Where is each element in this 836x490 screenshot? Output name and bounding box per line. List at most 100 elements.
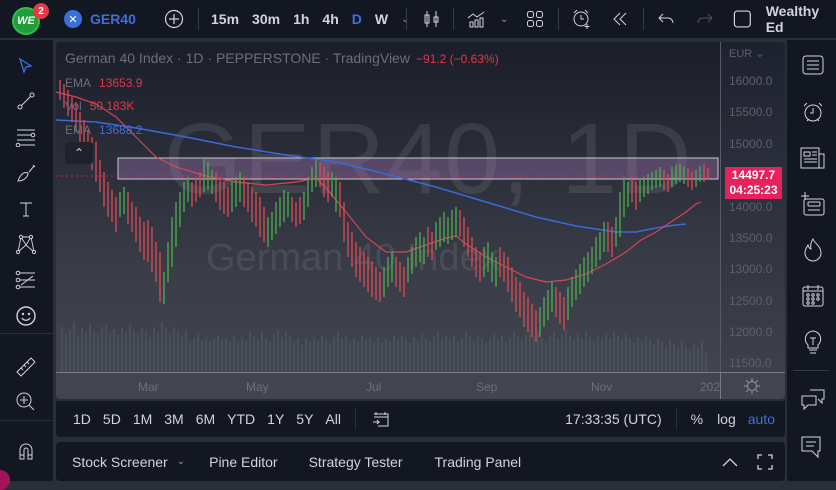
tab-stock-screener[interactable]: Stock Screener: [72, 453, 168, 470]
trend-line-icon[interactable]: [12, 87, 40, 115]
chart-settings-button[interactable]: [743, 377, 761, 395]
range-1d[interactable]: 1D: [73, 411, 91, 427]
add-symbol-button[interactable]: [164, 0, 184, 38]
undo-button[interactable]: [657, 0, 675, 38]
zoom-in-icon[interactable]: [12, 388, 40, 416]
tab-pine-editor[interactable]: Pine Editor: [209, 453, 278, 470]
pattern-icon[interactable]: [12, 230, 40, 258]
candles: [59, 80, 709, 342]
price-label: 15500.0: [729, 105, 773, 119]
timeframe-1h[interactable]: 1h: [293, 11, 310, 27]
range-3m[interactable]: 3M: [164, 411, 184, 427]
alert-button[interactable]: [571, 0, 593, 38]
text-icon[interactable]: [12, 195, 40, 223]
chart-title: German 40 Index · 1D · PEPPERSTONE · Tra…: [65, 50, 410, 66]
volume-bars: [61, 322, 707, 372]
clock[interactable]: 17:33:35 (UTC): [565, 411, 662, 427]
candles-icon: [424, 11, 439, 27]
chart-plot[interactable]: GER40, 1D German 40 Index: [56, 42, 720, 372]
range-all[interactable]: All: [325, 411, 341, 427]
range-1y[interactable]: 1Y: [267, 411, 285, 427]
maximize-panel-button[interactable]: [757, 453, 773, 470]
price-label: 13000.0: [729, 262, 773, 276]
add-list-icon[interactable]: [799, 190, 827, 218]
last-price: 14497.7: [731, 168, 776, 182]
ruler-icon[interactable]: [12, 353, 40, 381]
widget-toolbar: [787, 40, 836, 481]
alarm-plus-icon: [573, 9, 590, 29]
timeframe-15m[interactable]: 15m: [211, 11, 240, 27]
indicators-button[interactable]: ⌄: [466, 0, 508, 38]
chevron-up-icon: [722, 457, 738, 466]
chats-icon[interactable]: [799, 385, 827, 413]
redo-button[interactable]: [696, 0, 714, 38]
bar-countdown: 04:25:23: [729, 183, 778, 197]
timeframe-30m[interactable]: 30m: [252, 11, 281, 27]
collapse-legend-button[interactable]: ⌃: [65, 142, 93, 164]
alarm-icon[interactable]: [799, 98, 827, 126]
layout-name: Wealthy Ed: [765, 3, 820, 35]
ideas-icon[interactable]: [799, 328, 827, 356]
auto-toggle[interactable]: auto: [747, 411, 775, 427]
range-5d[interactable]: 5D: [102, 411, 121, 427]
log-toggle[interactable]: log: [717, 411, 736, 427]
timeframe-4h[interactable]: 4h: [322, 11, 339, 27]
prediction-icon[interactable]: [12, 266, 40, 294]
time-label: May: [246, 380, 269, 394]
chart-legend: German 40 Index · 1D · PEPPERSTONE · Tra…: [65, 50, 499, 66]
hotlist-icon[interactable]: [799, 236, 827, 264]
resistance-zone: [117, 157, 719, 180]
range-6m[interactable]: 6M: [195, 411, 216, 427]
fib-icon[interactable]: [12, 123, 40, 151]
timeframe-group: 15m 30m 1h 4h D W ⌄: [211, 0, 409, 38]
price-scale[interactable]: EUR ⌄ 16000.0 15500.0 15000.0 14000.0 13…: [720, 42, 785, 372]
watchlist-icon[interactable]: [799, 51, 827, 79]
chart-type-button[interactable]: [422, 0, 442, 38]
plus-circle-icon: [164, 9, 184, 29]
undo-icon: [658, 13, 674, 24]
layout-save-button[interactable]: Wealthy Ed: [733, 0, 836, 38]
news-icon[interactable]: [799, 144, 827, 172]
range-5y[interactable]: 5Y: [296, 411, 314, 427]
time-scale[interactable]: Mar May Jul Sep Nov 202: [56, 372, 785, 399]
price-label: 12000.0: [729, 325, 773, 339]
notification-badge: 2: [33, 3, 49, 19]
cursor-icon[interactable]: [12, 52, 40, 80]
time-label: Nov: [591, 380, 613, 394]
indicator-ema-blue[interactable]: EMA 13688.2: [65, 123, 143, 137]
emoji-icon[interactable]: [12, 302, 40, 330]
top-toolbar: WE 2 ✕ GER40 15m 30m 1h 4h D W ⌄ ⌄: [0, 0, 836, 38]
range-ytd[interactable]: YTD: [227, 411, 256, 427]
chart-area[interactable]: GER40, 1D German 40 Index: [56, 42, 785, 399]
time-label: Jul: [366, 380, 382, 394]
redo-icon: [697, 13, 713, 24]
symbol-search[interactable]: ✕ GER40: [64, 10, 136, 28]
drawing-toolbar: [0, 40, 53, 490]
tab-trading-panel[interactable]: Trading Panel: [434, 453, 522, 470]
layout-button[interactable]: [526, 0, 544, 38]
x-icon: ✕: [64, 10, 82, 28]
name-watermark: German 40 Index: [206, 237, 500, 279]
percent-toggle[interactable]: %: [690, 411, 704, 427]
calendar-icon[interactable]: [799, 282, 827, 310]
chevron-down-icon[interactable]: ⌄: [500, 13, 509, 25]
timeframe-d[interactable]: D: [351, 11, 362, 27]
price-label: 13500.0: [729, 231, 773, 245]
chevron-down-icon[interactable]: ⌄: [176, 456, 186, 467]
timeframe-w[interactable]: W: [374, 11, 389, 27]
comment-icon[interactable]: [799, 433, 827, 461]
collapse-panel-button[interactable]: [721, 456, 739, 468]
currency-selector[interactable]: EUR ⌄: [729, 48, 765, 60]
indicator-ema-red[interactable]: EMA 13653.9: [65, 76, 143, 90]
replay-button[interactable]: [611, 0, 629, 38]
indicator-volume[interactable]: Vol 50.183K: [65, 99, 135, 113]
chevron-down-icon[interactable]: ⌄: [401, 14, 409, 25]
price-label: 15000.0: [729, 137, 773, 151]
range-1m[interactable]: 1M: [132, 411, 153, 427]
goto-date-button[interactable]: [372, 410, 390, 428]
grid-layout-icon: [527, 11, 543, 27]
brush-icon[interactable]: [12, 159, 40, 187]
symbol-name: GER40: [90, 11, 136, 27]
tab-strategy-tester[interactable]: Strategy Tester: [308, 453, 403, 470]
magnet-icon[interactable]: [12, 437, 40, 465]
